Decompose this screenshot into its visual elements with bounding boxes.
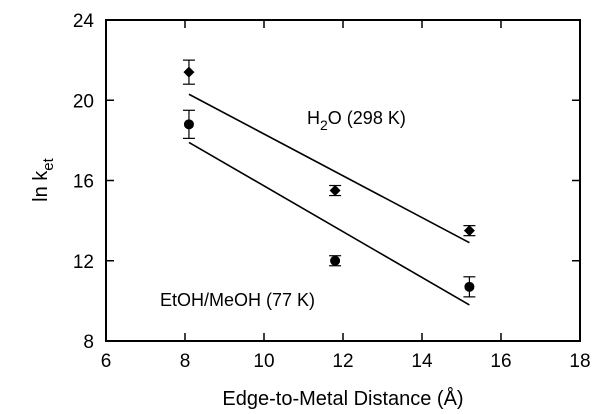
y-tick-label: 20 [73,91,94,112]
y-axis-title-main: ln k [30,170,52,202]
x-tick-label: 8 [180,351,191,372]
data-point-diamond [183,66,195,78]
data-point-diamond [329,185,341,197]
x-axis-title: Edge-to-Metal Distance (Å) [222,387,463,410]
x-tick-label: 6 [101,351,112,372]
series-label-etoh-meoh: EtOH/MeOH (77 K) [160,290,315,310]
data-point-circle [183,119,194,130]
fit-lines [188,93,470,306]
y-tick-label: 8 [83,332,94,353]
y-tick-label: 16 [73,172,94,193]
x-tick-label: 12 [332,351,353,372]
data-point-circle [330,255,341,266]
x-tick-label: 18 [569,351,590,372]
series-label-h2o-rest: O (298 K) [328,108,406,128]
error-bars [182,59,476,298]
series-label-h2o: H2O (298 K) [307,108,406,133]
series-label-h2o-subscript: 2 [320,117,328,133]
axis-ticks [105,19,581,342]
y-axis-title: ln ket [30,157,57,201]
fit-line-series-0 [188,93,470,244]
data-point-circle [464,281,475,292]
x-tick-label: 10 [253,351,274,372]
fit-line-series-1 [188,141,470,306]
data-points [183,66,475,292]
series-label-h2o-main: H [307,108,320,128]
y-tick-label: 12 [73,252,94,273]
y-axis-title-subscript: et [40,157,57,170]
x-tick-label: 14 [411,351,433,372]
data-point-diamond [463,225,475,237]
x-tick-label: 16 [490,351,511,372]
y-tick-label: 24 [73,11,95,32]
